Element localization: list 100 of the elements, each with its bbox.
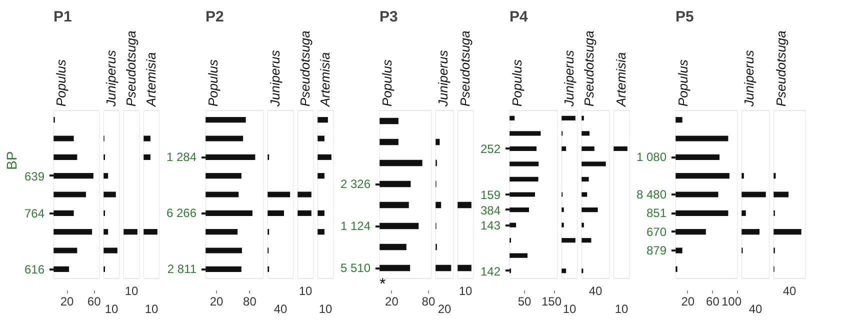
chart-title: P4 — [510, 8, 529, 26]
x-tick-label: 20 — [681, 294, 695, 308]
text: 40 — [748, 302, 762, 316]
bar — [54, 229, 92, 235]
bar — [582, 131, 590, 136]
x-tick-label: 150 — [541, 294, 562, 308]
x-tick-label: 50 — [518, 294, 532, 308]
text: 40 — [588, 284, 602, 298]
text: 10 — [104, 302, 118, 316]
x-tick-label: 100 — [721, 294, 742, 308]
y-tick-label: 6 266 — [166, 206, 197, 220]
chart-subtitle: Populus — [510, 59, 524, 106]
bar — [206, 248, 242, 254]
chart-title: P2 — [206, 8, 224, 26]
bar — [436, 202, 442, 208]
text: 40 — [782, 284, 796, 298]
bar — [742, 192, 766, 198]
bar — [380, 160, 422, 166]
chart-title: P3 — [380, 8, 398, 26]
y-tick-label: 670 — [646, 224, 667, 239]
bar — [54, 192, 86, 198]
bar — [582, 207, 598, 212]
bar — [774, 229, 802, 235]
y-tick-label: 2 811 — [167, 262, 197, 276]
chart-subtitle: Populus — [206, 59, 220, 106]
bar — [380, 244, 406, 250]
chart-title: Pseudotsuga — [774, 30, 788, 106]
bar — [54, 154, 78, 160]
bar — [436, 138, 440, 146]
bar — [562, 146, 566, 151]
bar — [562, 116, 576, 120]
x-tick-label: 20 — [60, 294, 74, 308]
bar — [206, 117, 246, 123]
text: 10 — [458, 284, 472, 298]
bar — [582, 146, 594, 151]
y-tick-label: 639 — [24, 169, 45, 184]
bar — [510, 131, 541, 136]
chart-subtitle: Populus — [380, 59, 394, 106]
y-tick-label: 616 — [24, 262, 45, 277]
x-tick-label: 80 — [422, 294, 436, 308]
bar — [206, 136, 244, 142]
text: 10 — [562, 302, 576, 316]
bar — [562, 238, 576, 243]
chart-title: Juniperus — [436, 50, 450, 108]
bar — [582, 192, 588, 197]
y-axis-title: BP — [3, 151, 20, 170]
bar — [774, 192, 789, 198]
text: 10 — [144, 302, 158, 316]
chart-title: P5 — [676, 8, 694, 26]
bar — [206, 229, 238, 235]
y-tick-label: 143 — [480, 218, 501, 233]
bar — [104, 248, 118, 254]
chart-title: Artemisia — [614, 52, 628, 108]
y-tick-label: 5 510 — [340, 261, 371, 275]
y-tick-label: 159 — [480, 188, 501, 202]
bar — [380, 118, 398, 124]
bar — [206, 173, 242, 179]
bar — [268, 210, 284, 216]
text: 10 — [318, 302, 332, 316]
bar — [380, 138, 398, 146]
bar — [510, 116, 515, 120]
bar — [54, 248, 78, 254]
y-tick-label: 2 326 — [340, 177, 371, 191]
chart-title: Artemisia — [318, 52, 332, 108]
y-tick-label: 764 — [24, 206, 45, 221]
bar — [510, 176, 538, 182]
text: 10 — [614, 302, 628, 316]
x-tick-label: 80 — [243, 294, 257, 308]
bar — [54, 136, 74, 142]
bar — [436, 264, 452, 272]
x-tick-label: 60 — [706, 294, 720, 308]
chart-title: Pseudotsuga — [582, 30, 596, 106]
chart-title: Pseudotsuga — [458, 30, 472, 106]
bar — [380, 202, 409, 208]
y-tick-label: 1 284 — [166, 150, 197, 164]
chart-title: Juniperus — [268, 50, 282, 108]
text: 10 — [298, 284, 312, 298]
x-tick-label: 60 — [87, 294, 102, 308]
chart-title: Juniperus — [742, 50, 756, 108]
y-tick-label: 384 — [480, 203, 501, 218]
y-tick-label: 851 — [646, 206, 667, 220]
bar — [742, 229, 760, 235]
chart-title: P1 — [54, 8, 72, 26]
y-tick-label: 1 124 — [340, 219, 371, 233]
bar — [582, 238, 592, 243]
bar — [742, 210, 746, 216]
annotation: * — [380, 276, 386, 293]
bar — [582, 176, 589, 182]
chart-title: Juniperus — [562, 50, 576, 108]
y-tick-label: 8 480 — [636, 188, 667, 202]
y-tick-label: 1 080 — [636, 150, 667, 164]
y-tick-label: 142 — [480, 264, 501, 278]
bar — [104, 229, 108, 235]
bar — [510, 253, 528, 258]
text: 40 — [274, 302, 288, 316]
text: 10 — [124, 284, 138, 298]
bar — [510, 162, 539, 166]
chart-title: Juniperus — [104, 50, 118, 108]
bar — [582, 162, 606, 166]
chart-subtitle: Populus — [676, 59, 690, 106]
